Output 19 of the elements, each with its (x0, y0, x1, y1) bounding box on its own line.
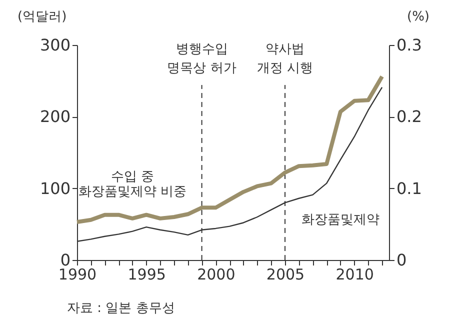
y-tick-label: 100 (40, 178, 70, 198)
series-label: 수입 중 화장품및제약 비중 (78, 169, 187, 200)
x-tick-label: 1995 (128, 266, 166, 284)
y-tick-label: 300 (40, 36, 70, 54)
y2-tick-label: 0.3 (396, 36, 422, 54)
ref-line-label: 병행수입 명목상 허가 (167, 42, 236, 76)
y2-tick-label: 0 (396, 250, 407, 270)
x-tick-label: 2010 (336, 266, 374, 284)
series-label: 화장품및제약 (301, 212, 380, 228)
ref-line-label: 약사법 개정 시행 (256, 42, 314, 76)
y2-axis-title: (%) (407, 10, 430, 24)
y-axis-title: (억달러) (18, 10, 67, 24)
y2-tick-label: 0.1 (396, 178, 422, 198)
y-tick-label: 200 (40, 107, 70, 126)
text: 자료 : 일본 총무성 (67, 301, 175, 316)
x-tick-label: 2000 (197, 266, 236, 284)
x-tick-label: 2005 (266, 266, 305, 284)
line-series (75, 74, 384, 224)
y2-tick-label: 0.2 (396, 107, 422, 126)
